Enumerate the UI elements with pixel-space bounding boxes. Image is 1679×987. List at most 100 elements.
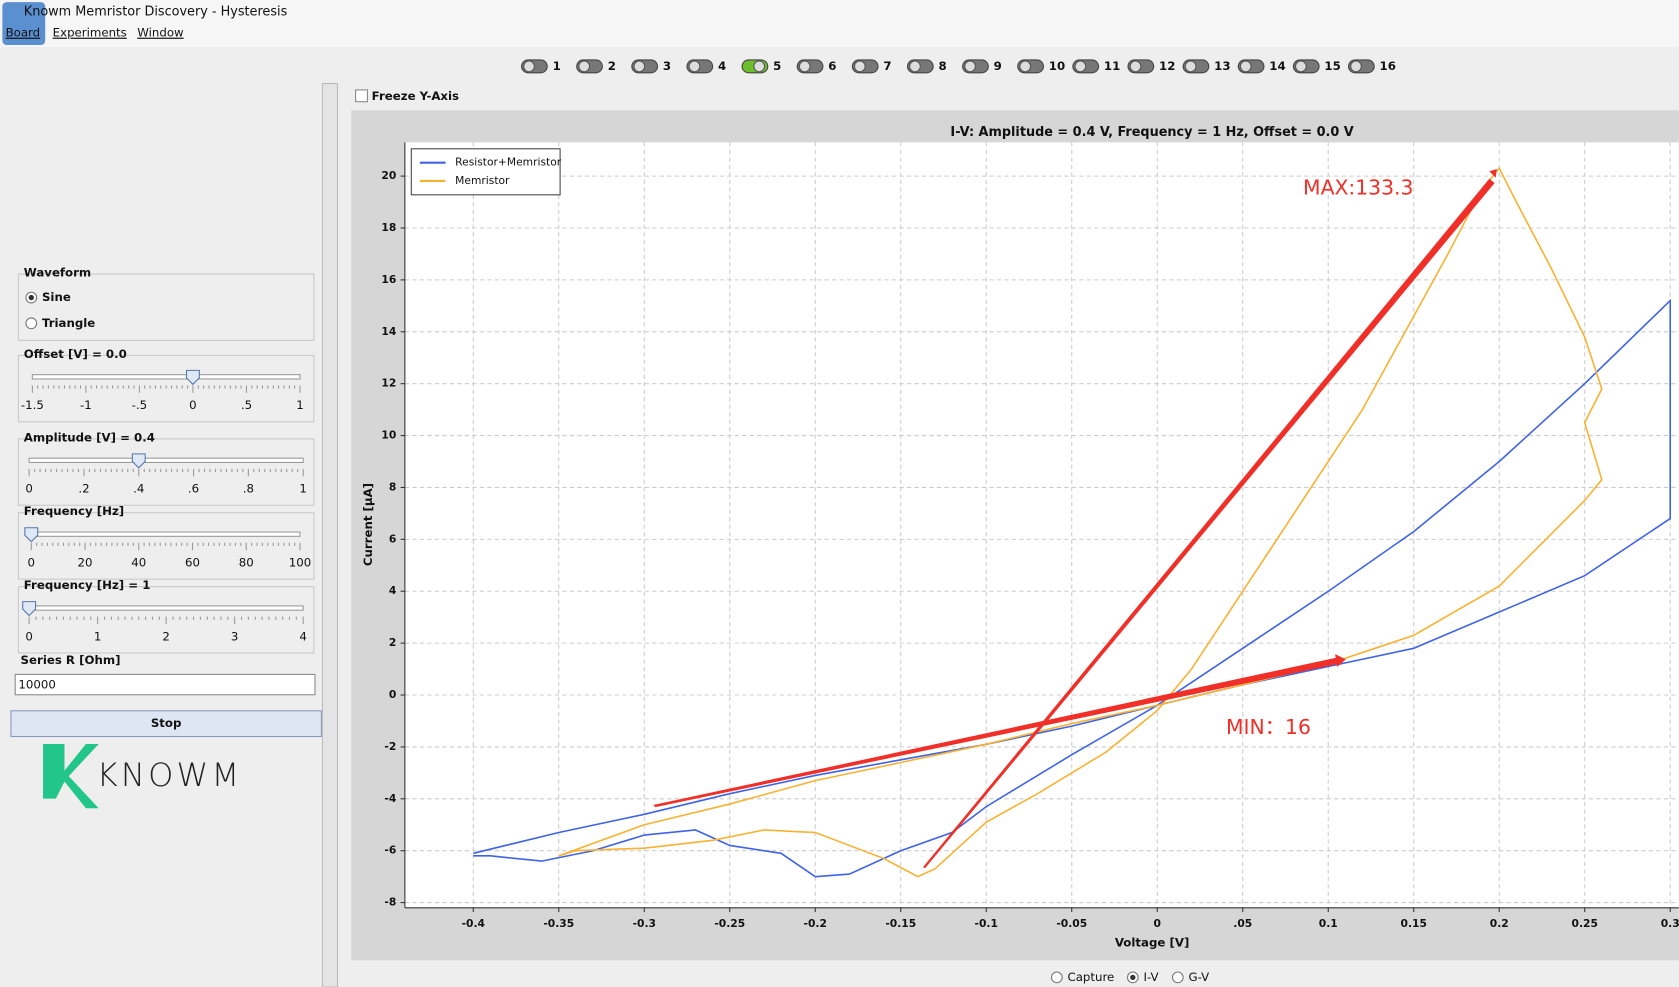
slider-tick-label: -1: [80, 398, 92, 412]
toggle-knob: [1074, 60, 1087, 73]
channel-label: 1: [553, 59, 561, 73]
series-line: [558, 166, 1603, 878]
text-field[interactable]: [14, 673, 316, 696]
legend-box: [410, 148, 561, 196]
slider-box: [17, 354, 315, 423]
y-tick-label: 0: [389, 688, 396, 701]
slider-track[interactable]: [30, 531, 301, 537]
toggle-knob: [798, 60, 811, 73]
x-axis-label: Voltage [V]: [1115, 936, 1190, 950]
y-tick-label: 2: [389, 636, 396, 649]
arrows: [653, 169, 1497, 869]
slider-tick-label: 80: [239, 556, 254, 570]
app-icon: [2, 2, 46, 45]
slider-label: Offset [V] = 0.0: [24, 347, 127, 361]
slider-tick-label: -.5: [132, 398, 147, 412]
toggle-knob: [1350, 60, 1362, 73]
x-tick-label: -0.15: [885, 917, 916, 930]
slider-tick-label: .5: [241, 398, 252, 412]
field-label: Series R [Ohm]: [21, 653, 121, 667]
slider-track[interactable]: [31, 374, 301, 380]
toggle-knob: [964, 60, 976, 73]
slider-tick-label: .8: [243, 482, 254, 496]
y-axis-label: Current [µA]: [361, 483, 375, 566]
slider-track[interactable]: [28, 605, 304, 611]
slider-tick-label: -1.5: [21, 398, 44, 412]
slider-tick-label: 1: [299, 482, 307, 496]
toggle-knob: [578, 60, 591, 73]
channel-label: 6: [828, 59, 836, 73]
toggle-knob: [1184, 60, 1197, 73]
min-annotation: MIN：16: [1226, 715, 1311, 739]
channel-label: 11: [1104, 59, 1120, 73]
y-tick-label: 8: [389, 480, 396, 493]
channel-label: 2: [608, 59, 616, 73]
toggle-knob: [523, 60, 535, 73]
y-tick-label: 18: [381, 221, 396, 234]
legend-label: Memristor: [455, 174, 510, 187]
toggle-knob: [753, 60, 766, 73]
channel-label: 3: [663, 59, 671, 73]
x-tick-label: -0.3: [633, 917, 656, 930]
max-annotation: MAX:133.3: [1303, 175, 1413, 199]
knowm-logo: [43, 743, 99, 809]
radio-label: Sine: [42, 290, 71, 304]
x-tick-label: -0.1: [975, 917, 998, 930]
toggle-knob: [633, 60, 646, 73]
plot-area: [404, 142, 1679, 908]
slider-thumb[interactable]: [131, 453, 146, 469]
x-tick-label: 0.15: [1401, 917, 1427, 930]
slider-thumb[interactable]: [24, 527, 39, 543]
radio-label: Triangle: [42, 316, 95, 330]
slider-tick-label: 100: [289, 556, 311, 570]
x-tick-label: 0.2: [1490, 917, 1509, 930]
slider-tick-label: 2: [162, 629, 169, 643]
plot: -0.4 -0.35 -0.3 -0.25 -0.2 -0.15 -0.1 -0.05 0 .05…: [381, 142, 1679, 930]
scrollbar[interactable]: [321, 82, 338, 987]
y-tick-label: -2: [384, 740, 396, 753]
slider-tick-label: 40: [131, 556, 146, 570]
channel-label: 10: [1049, 59, 1065, 73]
channel-label: 14: [1269, 59, 1285, 73]
toggle-knob: [1294, 60, 1307, 73]
toggle-knob: [853, 60, 866, 73]
slider-tick-label: 4: [299, 629, 307, 643]
x-tick-label: .05: [1233, 917, 1252, 930]
slider-thumb[interactable]: [22, 601, 37, 617]
slider-tick-label: 60: [185, 556, 200, 570]
radio-label: G-V: [1188, 970, 1209, 984]
y-tick-label: 14: [381, 325, 396, 338]
menu-item[interactable]: Board: [6, 26, 41, 40]
checkbox[interactable]: [355, 89, 368, 103]
x-tick-label: 0.25: [1572, 917, 1598, 930]
x-tick-label: 0: [1154, 917, 1161, 930]
channel-label: 8: [939, 59, 947, 73]
slider-tick-label: .2: [78, 482, 89, 496]
slider-tick-label: 0: [28, 556, 35, 570]
radio[interactable]: [1050, 971, 1063, 984]
radio[interactable]: [1171, 971, 1184, 984]
slider-thumb[interactable]: [185, 369, 200, 386]
y-tick-label: 10: [381, 429, 396, 442]
slider-track[interactable]: [28, 457, 304, 463]
title-bar: [0, 0, 1679, 48]
y-tick-label: 16: [381, 273, 396, 286]
slider-box: [17, 438, 315, 506]
channel-label: 12: [1159, 59, 1175, 73]
toggle-knob: [909, 60, 921, 73]
slider-tick-label: .4: [133, 482, 144, 496]
x-tick-label: -0.4: [462, 917, 485, 930]
toggle-knob: [1019, 60, 1032, 73]
max-arrow: [922, 178, 1495, 869]
chart-title: I-V: Amplitude = 0.4 V, Frequency = 1 Hz…: [950, 125, 1353, 140]
channel-label: 13: [1214, 59, 1230, 73]
stop-button[interactable]: [10, 710, 322, 738]
menu-item[interactable]: Experiments: [53, 26, 127, 40]
menu-item[interactable]: Window: [137, 26, 184, 40]
radio[interactable]: [25, 317, 38, 330]
x-tick-label: -0.25: [714, 917, 745, 930]
channel-label: 9: [994, 59, 1002, 73]
logo-mark: [43, 743, 99, 809]
y-tick-label: 4: [389, 584, 396, 597]
